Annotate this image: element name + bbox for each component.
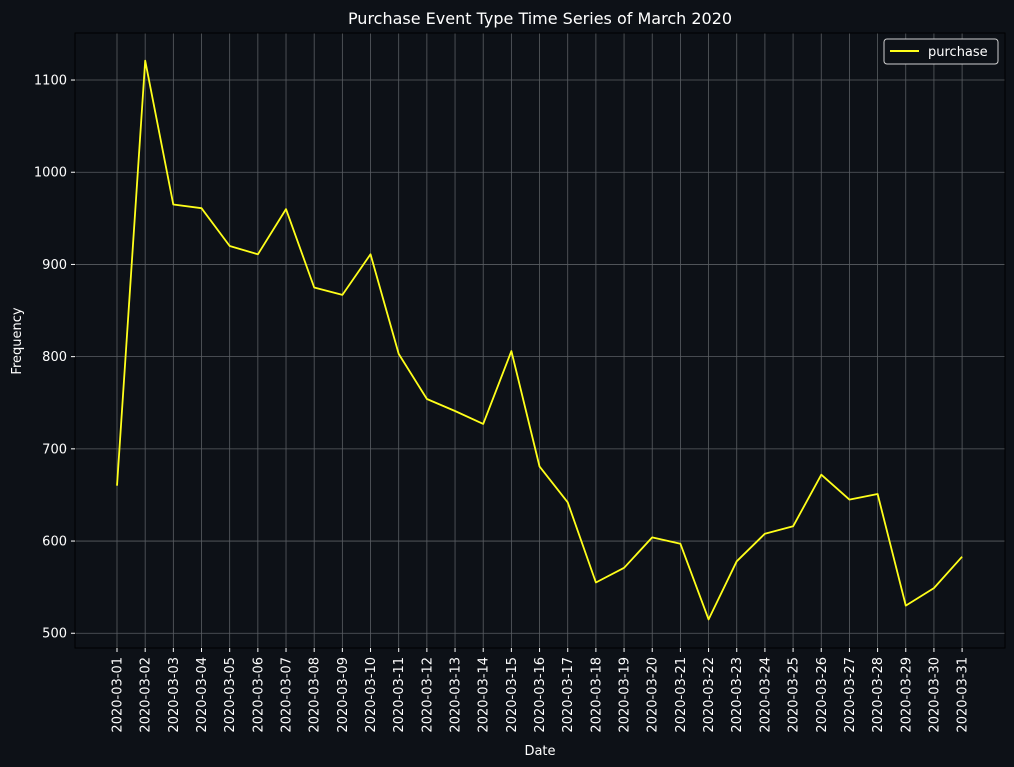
x-tick-label: 2020-03-11 (392, 657, 407, 733)
chart-title: Purchase Event Type Time Series of March… (348, 9, 732, 28)
x-tick-label: 2020-03-09 (336, 657, 351, 733)
x-tick-label: 2020-03-04 (195, 657, 210, 733)
x-tick-label: 2020-03-18 (589, 657, 604, 733)
x-tick-label: 2020-03-30 (927, 657, 942, 733)
legend-label-purchase: purchase (928, 45, 988, 60)
x-tick-label: 2020-03-13 (449, 657, 464, 733)
x-tick-label: 2020-03-16 (533, 657, 548, 733)
y-tick-label: 1000 (34, 166, 67, 181)
x-tick-label: 2020-03-17 (561, 657, 576, 733)
x-tick-label: 2020-03-19 (618, 657, 633, 733)
x-tick-label: 2020-03-14 (477, 657, 492, 733)
x-tick-label: 2020-03-29 (899, 657, 914, 733)
x-tick-label: 2020-03-26 (815, 657, 830, 733)
x-tick-label: 2020-03-27 (843, 657, 858, 733)
grid-lines (75, 33, 1005, 648)
x-tick-label: 2020-03-25 (787, 657, 802, 733)
y-tick-label: 600 (42, 535, 67, 550)
x-tick-label: 2020-03-21 (674, 657, 689, 733)
legend: purchase (883, 38, 999, 65)
x-tick-label: 2020-03-05 (223, 657, 238, 733)
y-tick-label: 800 (42, 350, 67, 365)
x-tick-label: 2020-03-01 (111, 657, 126, 733)
x-axis-label: Date (524, 744, 555, 759)
y-tick-label: 700 (42, 442, 67, 457)
x-tick-label: 2020-03-10 (364, 657, 379, 733)
x-tick-label: 2020-03-08 (308, 657, 323, 733)
x-tick-label: 2020-03-03 (167, 657, 182, 733)
x-tick-label: 2020-03-06 (251, 657, 266, 733)
y-tick-label: 500 (42, 627, 67, 642)
x-tick-label: 2020-03-23 (730, 657, 745, 733)
series-line-purchase (116, 59, 963, 621)
x-tick-label: 2020-03-31 (956, 657, 971, 733)
x-tick-label: 2020-03-12 (420, 657, 435, 733)
y-axis-label: Frequency (10, 307, 25, 374)
x-tick-label: 2020-03-15 (505, 657, 520, 733)
x-tick-label: 2020-03-07 (280, 657, 295, 733)
x-tick-label: 2020-03-24 (758, 657, 773, 733)
axis-ticks: 2020-03-01 2020-03-02 2020-03-03 2020-03-04… (34, 74, 971, 733)
series-layer (116, 59, 963, 621)
x-tick-label: 2020-03-28 (871, 657, 886, 733)
x-tick-label: 2020-03-02 (139, 657, 154, 733)
legend-box (883, 38, 999, 65)
y-tick-label: 900 (42, 258, 67, 273)
x-tick-label: 2020-03-20 (646, 657, 661, 733)
x-tick-label: 2020-03-22 (702, 657, 717, 733)
y-tick-label: 1100 (34, 74, 67, 89)
